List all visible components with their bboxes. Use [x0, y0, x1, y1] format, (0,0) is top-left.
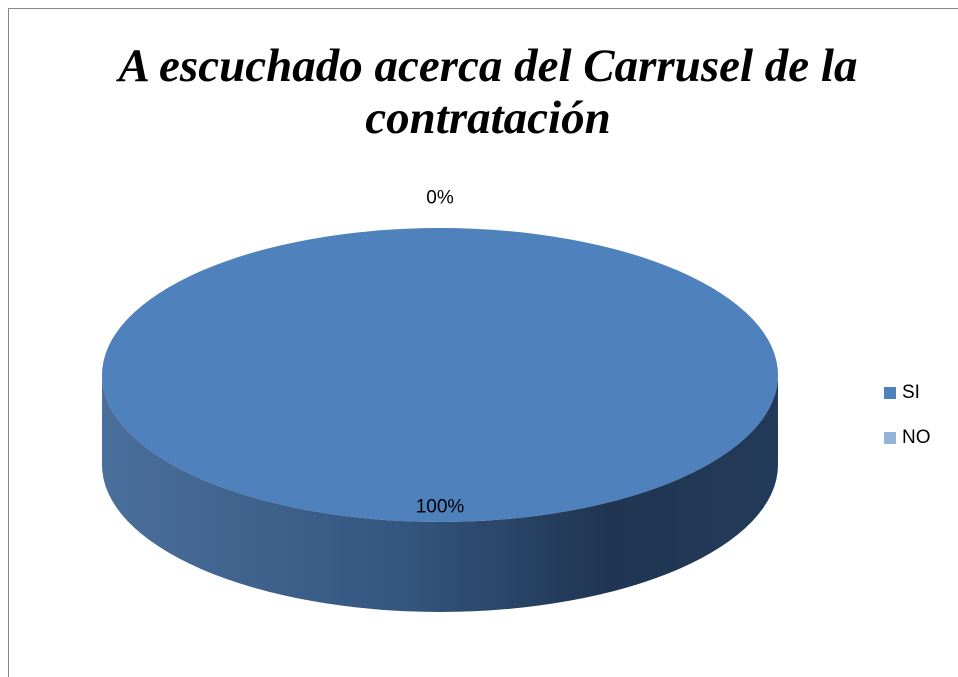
- legend-swatch: [884, 432, 896, 444]
- legend-label: SI: [902, 382, 920, 403]
- legend-swatch: [884, 387, 896, 399]
- data-label: 0%: [426, 188, 454, 209]
- frame: [8, 8, 958, 677]
- data-label: 100%: [416, 496, 465, 517]
- legend-label: NO: [902, 427, 931, 448]
- chart-title: A escuchado acerca del Carrusel de la co…: [118, 40, 858, 144]
- pie-side: [102, 375, 778, 612]
- pie-slice: [102, 228, 778, 522]
